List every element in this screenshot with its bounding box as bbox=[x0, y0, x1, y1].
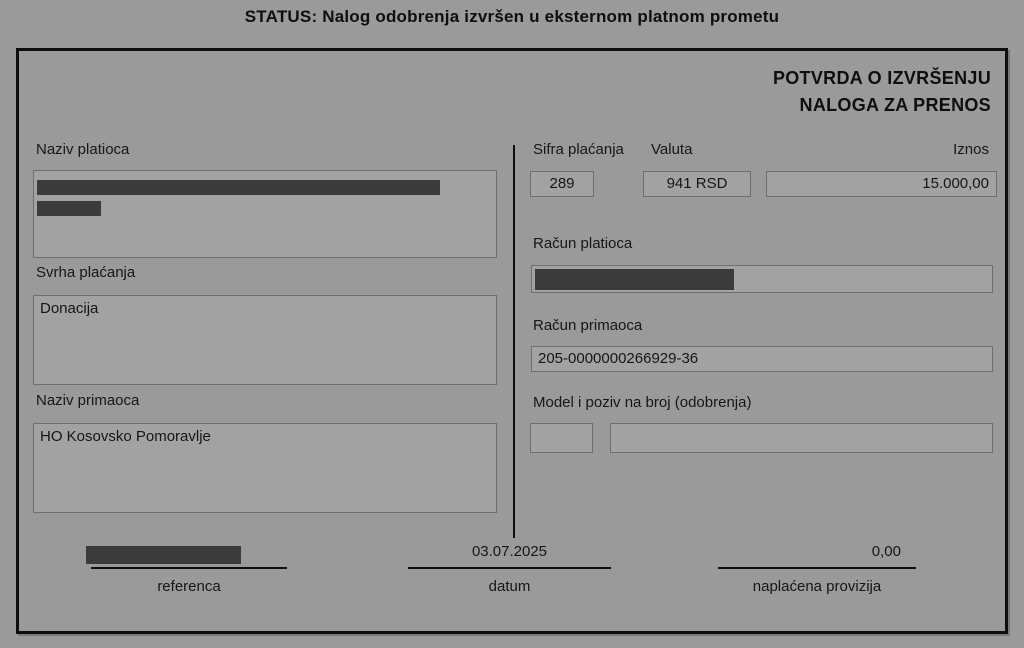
model-reference-label: Model i poziv na broj (odobrenja) bbox=[533, 394, 752, 411]
payee-name-field[interactable]: HO Kosovsko Pomoravlje bbox=[33, 423, 497, 513]
payment-code-label: Sifra plaćanja bbox=[533, 141, 624, 158]
column-divider bbox=[513, 145, 515, 538]
fee-value: 0,00 bbox=[871, 543, 901, 560]
currency-field[interactable]: 941 RSD bbox=[643, 171, 751, 197]
payee-name-value: HO Kosovsko Pomoravlje bbox=[40, 428, 211, 445]
fee-underline bbox=[718, 567, 916, 569]
payer-account-redaction-bar bbox=[535, 269, 734, 290]
payment-purpose-label: Svrha plaćanja bbox=[36, 264, 136, 281]
document-title-line1: POTVRDA O IZVRŠENJU bbox=[772, 68, 991, 88]
date-value: 03.07.2025 bbox=[471, 543, 548, 560]
amount-field[interactable]: 15.000,00 bbox=[766, 171, 997, 197]
amount-label: Iznos bbox=[953, 141, 989, 158]
model-field[interactable] bbox=[530, 423, 593, 453]
date-label: datum bbox=[488, 578, 531, 595]
payer-name-redaction-bar-2 bbox=[37, 201, 101, 216]
payee-name-label: Naziv primaoca bbox=[36, 392, 140, 409]
reference-number-field[interactable] bbox=[610, 423, 993, 453]
payment-code-value: 289 bbox=[549, 175, 575, 192]
payer-name-field[interactable] bbox=[33, 170, 497, 258]
reference-redaction-bar bbox=[86, 546, 241, 564]
payer-name-label: Naziv platioca bbox=[36, 141, 130, 158]
reference-underline bbox=[91, 567, 287, 569]
date-underline bbox=[408, 567, 611, 569]
amount-value: 15.000,00 bbox=[922, 175, 989, 192]
fee-label: naplaćena provizija bbox=[752, 578, 882, 595]
payment-purpose-value: Donacija bbox=[40, 300, 99, 317]
reference-label: referenca bbox=[157, 578, 221, 595]
payee-account-field[interactable]: 205-0000000266929-36 bbox=[531, 346, 993, 372]
currency-label: Valuta bbox=[651, 141, 693, 158]
payee-account-value: 205-0000000266929-36 bbox=[538, 350, 699, 367]
payer-account-field[interactable] bbox=[531, 265, 993, 293]
payment-purpose-field[interactable]: Donacija bbox=[33, 295, 497, 385]
payee-account-label: Račun primaoca bbox=[533, 317, 643, 334]
document-title: POTVRDA O IZVRŠENJU NALOGA ZA PRENOS bbox=[773, 65, 991, 119]
payer-account-label: Račun platioca bbox=[533, 235, 633, 252]
payment-confirmation-document: POTVRDA O IZVRŠENJU NALOGA ZA PRENOS Naz… bbox=[16, 48, 1008, 634]
currency-value: 941 RSD bbox=[666, 175, 728, 192]
payment-code-field[interactable]: 289 bbox=[530, 171, 594, 197]
document-title-line2: NALOGA ZA PRENOS bbox=[799, 95, 991, 115]
status-text: STATUS: Nalog odobrenja izvršen u ekster… bbox=[244, 7, 780, 26]
payer-name-redaction-bar bbox=[37, 180, 440, 195]
